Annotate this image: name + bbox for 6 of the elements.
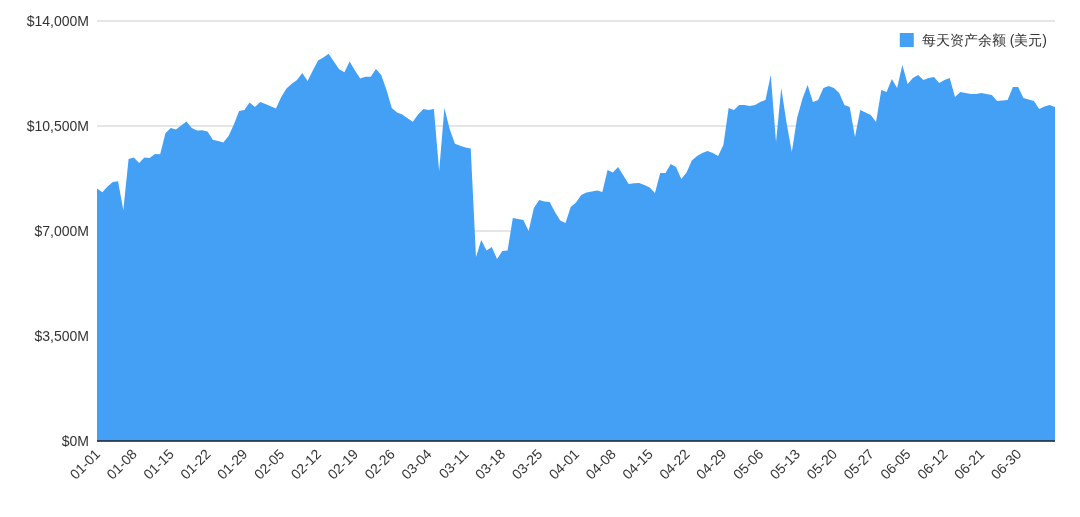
y-tick-label: $0M bbox=[61, 433, 89, 449]
y-tick-label: $14,000M bbox=[26, 13, 89, 29]
legend-label: 每天资产余额 (美元) bbox=[921, 32, 1047, 48]
y-tick-label: $10,500M bbox=[26, 118, 89, 134]
y-tick-label: $3,500M bbox=[34, 328, 89, 344]
y-tick-label: $7,000M bbox=[34, 223, 89, 239]
